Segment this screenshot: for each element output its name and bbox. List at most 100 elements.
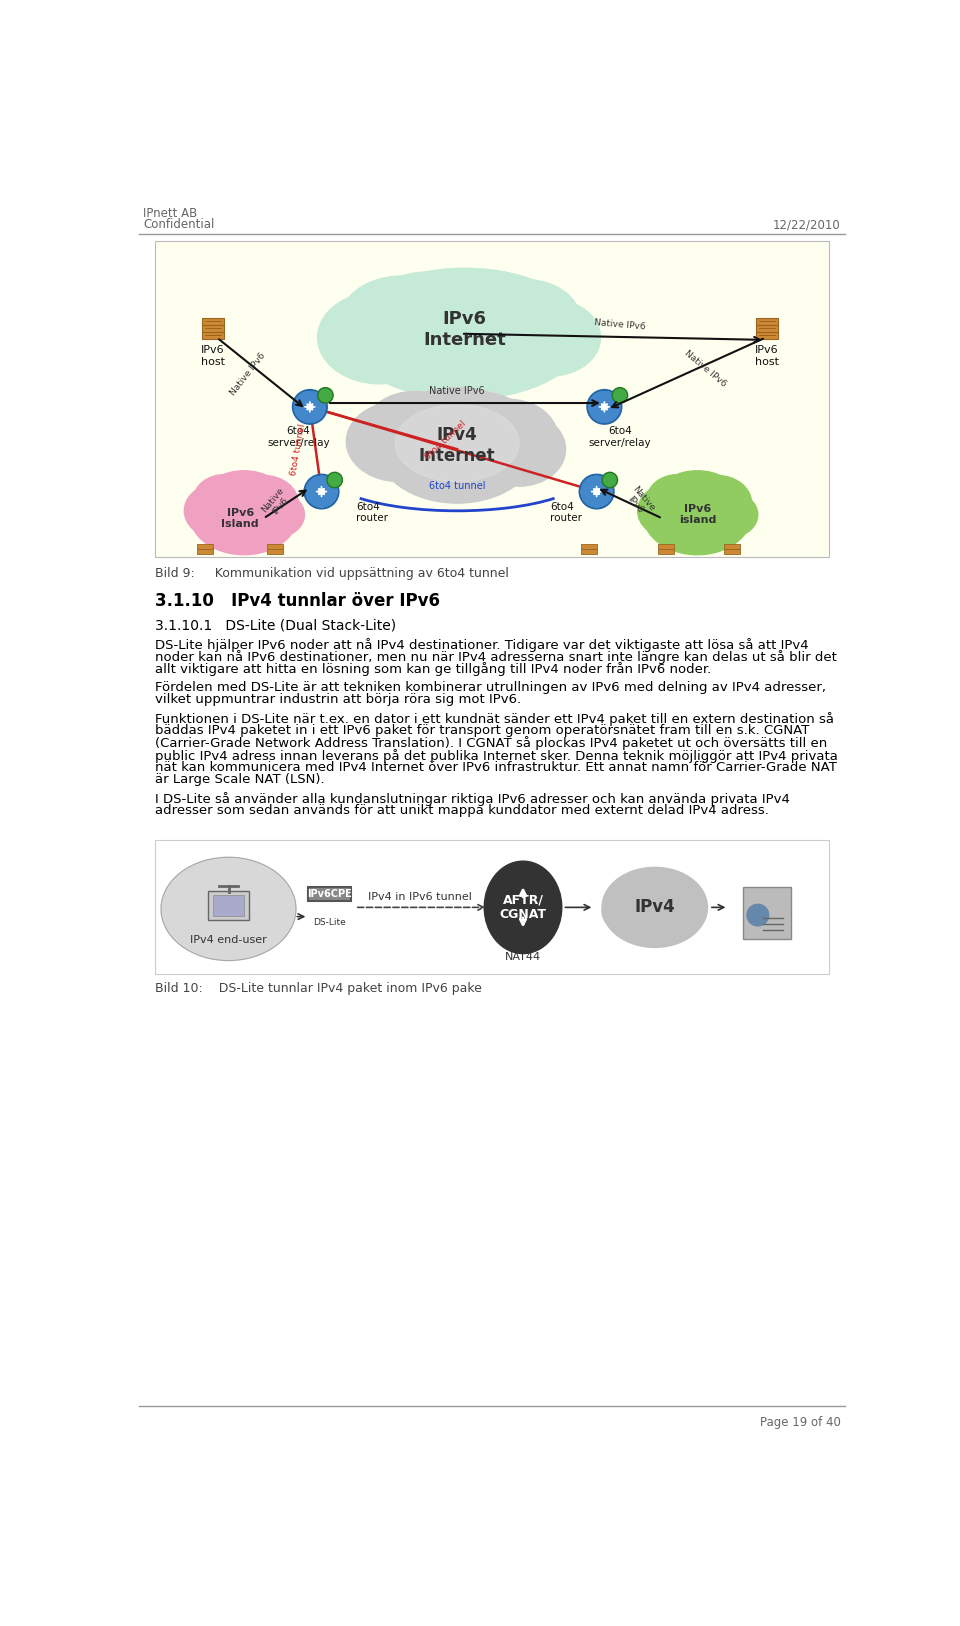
Text: Confidential: Confidential — [143, 218, 215, 231]
Text: Page 19 of 40: Page 19 of 40 — [760, 1416, 841, 1429]
Text: Native IPv6: Native IPv6 — [228, 351, 267, 397]
Text: IPv6
host: IPv6 host — [756, 345, 780, 367]
FancyBboxPatch shape — [581, 543, 597, 550]
Text: I DS-Lite så använder alla kundanslutningar riktiga IPv6 adresser och kan använd: I DS-Lite så använder alla kundanslutnin… — [155, 792, 790, 806]
Ellipse shape — [194, 475, 255, 524]
Ellipse shape — [643, 475, 752, 554]
FancyBboxPatch shape — [202, 319, 225, 325]
Ellipse shape — [430, 270, 546, 351]
Ellipse shape — [472, 280, 581, 364]
Text: 6to4
server/relay: 6to4 server/relay — [267, 426, 329, 447]
Ellipse shape — [318, 291, 442, 384]
FancyBboxPatch shape — [581, 550, 597, 554]
Ellipse shape — [396, 395, 519, 460]
Text: vilket uppmuntrar industrin att börja röra sig mot IPv6.: vilket uppmuntrar industrin att börja rö… — [155, 693, 521, 706]
Text: Bild 10:    DS-Lite tunnlar IPv4 paket inom IPv6 pake: Bild 10: DS-Lite tunnlar IPv4 paket inom… — [155, 982, 482, 995]
Ellipse shape — [162, 859, 295, 959]
Ellipse shape — [500, 299, 601, 376]
Text: IPv6
Internet: IPv6 Internet — [423, 311, 506, 350]
FancyBboxPatch shape — [659, 550, 674, 554]
FancyBboxPatch shape — [267, 543, 283, 550]
FancyBboxPatch shape — [202, 332, 225, 338]
Ellipse shape — [637, 485, 703, 538]
Text: IPv6CPE: IPv6CPE — [307, 889, 351, 899]
Text: 3.1.10.1   DS-Lite (Dual Stack-Lite): 3.1.10.1 DS-Lite (Dual Stack-Lite) — [155, 618, 396, 633]
Circle shape — [327, 473, 342, 486]
FancyBboxPatch shape — [724, 550, 740, 554]
Ellipse shape — [396, 276, 535, 353]
Ellipse shape — [653, 889, 707, 933]
Ellipse shape — [347, 402, 452, 481]
Ellipse shape — [228, 475, 299, 530]
Text: är Large Scale NAT (LSN).: är Large Scale NAT (LSN). — [155, 774, 324, 787]
Circle shape — [581, 476, 612, 507]
FancyBboxPatch shape — [212, 896, 245, 915]
Text: noder kan nå IPv6 destinationer, men nu när IPv4 adresserna snart inte längre ka: noder kan nå IPv6 destinationer, men nu … — [155, 650, 837, 663]
Text: 12/22/2010: 12/22/2010 — [773, 218, 841, 231]
Circle shape — [306, 476, 337, 507]
Ellipse shape — [457, 398, 558, 476]
FancyBboxPatch shape — [155, 241, 829, 558]
Text: Bild 9:     Kommunikation vid uppsättning av 6to4 tunnel: Bild 9: Kommunikation vid uppsättning av… — [155, 567, 509, 580]
Text: Native
IPv6: Native IPv6 — [622, 485, 657, 519]
Text: DS-Lite: DS-Lite — [312, 906, 347, 915]
Ellipse shape — [643, 899, 697, 943]
Ellipse shape — [602, 888, 660, 935]
Text: AFTR/
CGNAT: AFTR/ CGNAT — [499, 893, 546, 922]
Ellipse shape — [484, 862, 562, 953]
FancyBboxPatch shape — [208, 891, 249, 920]
Text: Native IPv6: Native IPv6 — [429, 387, 485, 397]
Ellipse shape — [190, 475, 299, 554]
Text: Funktionen i DS-Lite när t.ex. en dator i ett kundnät sänder ett IPv4 paket till: Funktionen i DS-Lite när t.ex. en dator … — [155, 712, 834, 725]
Ellipse shape — [372, 272, 480, 350]
Text: (Carrier-Grade Network Address Translation). I CGNAT så plockas IPv4 paketet ut : (Carrier-Grade Network Address Translati… — [155, 737, 828, 750]
Text: 6to4
router: 6to4 router — [356, 501, 389, 524]
Ellipse shape — [699, 491, 757, 538]
Circle shape — [612, 389, 627, 402]
Ellipse shape — [682, 475, 752, 530]
Text: IPv6
host: IPv6 host — [201, 345, 225, 367]
FancyBboxPatch shape — [659, 543, 674, 550]
Circle shape — [588, 392, 620, 423]
Text: adresser som sedan används för att unikt mappa kunddator med externt delad IPv4 : adresser som sedan används för att unikt… — [155, 805, 769, 818]
Text: Native IPv6: Native IPv6 — [594, 317, 646, 332]
Ellipse shape — [184, 485, 250, 538]
Ellipse shape — [625, 901, 684, 941]
Ellipse shape — [647, 475, 709, 524]
Text: Native
IPv6: Native IPv6 — [259, 486, 294, 520]
Ellipse shape — [472, 413, 565, 486]
FancyBboxPatch shape — [155, 839, 829, 974]
FancyBboxPatch shape — [308, 888, 351, 901]
Text: 6to4
router: 6to4 router — [550, 501, 582, 524]
Ellipse shape — [396, 405, 519, 481]
Text: Fördelen med DS-Lite är att tekniken kombinerar utrullningen av IPv6 med delning: Fördelen med DS-Lite är att tekniken kom… — [155, 681, 826, 694]
Text: 6to4 tunnel: 6to4 tunnel — [289, 423, 307, 476]
Ellipse shape — [430, 392, 531, 463]
FancyBboxPatch shape — [756, 325, 779, 332]
Circle shape — [295, 392, 325, 423]
Text: IPv6
island: IPv6 island — [679, 504, 716, 525]
Text: bäddas IPv4 paketet in i ett IPv6 paket för transport genom operatörsnätet fram : bäddas IPv4 paketet in i ett IPv6 paket … — [155, 724, 809, 737]
Text: IPv6
Island: IPv6 Island — [222, 507, 259, 530]
Text: public IPv4 adress innan leverans på det publika Internet sker. Denna teknik möj: public IPv4 adress innan leverans på det… — [155, 748, 838, 763]
Text: IPv4
Internet: IPv4 Internet — [419, 426, 495, 465]
Text: Native IPv6: Native IPv6 — [683, 348, 728, 389]
Text: 6to4
server/relay: 6to4 server/relay — [588, 426, 651, 447]
Ellipse shape — [205, 472, 283, 520]
Text: IPv4 in IPv6 tunnel: IPv4 in IPv6 tunnel — [368, 893, 472, 902]
Text: IPv4: IPv4 — [635, 899, 675, 917]
FancyBboxPatch shape — [756, 319, 779, 325]
Text: 3.1.10   IPv4 tunnlar över IPv6: 3.1.10 IPv4 tunnlar över IPv6 — [155, 592, 440, 610]
FancyBboxPatch shape — [202, 325, 225, 332]
FancyBboxPatch shape — [197, 543, 213, 550]
Text: NAT44: NAT44 — [505, 953, 541, 963]
FancyBboxPatch shape — [197, 550, 213, 554]
FancyBboxPatch shape — [724, 543, 740, 550]
Ellipse shape — [612, 899, 666, 943]
Text: 6to4 tunnel: 6to4 tunnel — [429, 481, 486, 491]
Text: 6to4 tunnel: 6to4 tunnel — [423, 420, 468, 462]
Text: IPv4 end-user: IPv4 end-user — [190, 935, 267, 945]
Ellipse shape — [345, 268, 585, 398]
Ellipse shape — [364, 392, 465, 468]
Text: allt viktigare att hitta en lösning som kan ge tillgång till IPv4 noder från IPv: allt viktigare att hitta en lösning som … — [155, 662, 711, 676]
